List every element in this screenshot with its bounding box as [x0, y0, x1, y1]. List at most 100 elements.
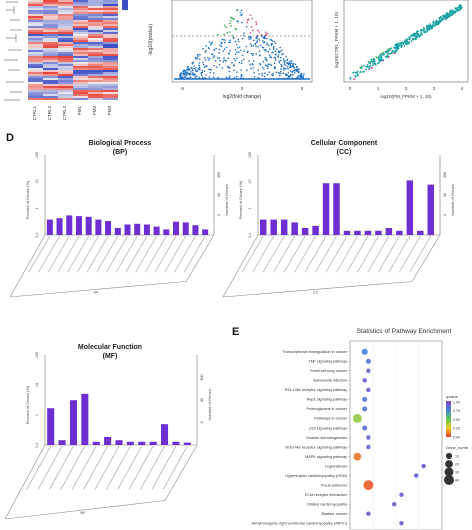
volcano-point [240, 49, 242, 52]
volcano-point [265, 50, 267, 52]
go-bar [126, 441, 134, 445]
volcano-point [236, 9, 238, 12]
volcano-point [252, 52, 255, 55]
go-bar [270, 219, 277, 235]
chart-subtitle: (BP) [113, 149, 127, 156]
expression-scatter-point [421, 29, 423, 32]
heatmap-cell [43, 18, 58, 20]
volcano-point [267, 50, 270, 53]
expression-scatter-ylabel: log10(CTRL_FPKM + 1, 10) [334, 12, 339, 68]
heatmap-cell [73, 12, 88, 14]
pathway-label: Arrhythmogenic right ventricular cardiom… [251, 522, 347, 526]
heatmap-cell [73, 6, 88, 8]
heatmap-cell [43, 76, 58, 78]
expression-scatter-point [423, 30, 426, 33]
heatmap-cell [103, 68, 118, 70]
volcano-point [289, 70, 292, 72]
expression-scatter-panel: log10(CTRL_FPKM + 1, 10) log10(PM_FPKM +… [334, 0, 469, 99]
heatmap-cell [103, 72, 118, 74]
volcano-point [240, 9, 243, 12]
heatmap-cell [58, 54, 73, 56]
heatmap-label: PM1 [77, 106, 82, 116]
y-tick-label: 100 [248, 152, 252, 158]
volcano-point [208, 57, 211, 60]
volcano-point [277, 56, 279, 58]
volcano-x-tick: -5 [180, 86, 184, 91]
heatmap-cell [73, 74, 88, 76]
volcano-point [267, 65, 269, 68]
volcano-point [211, 41, 213, 44]
volcano-point [210, 53, 213, 55]
expression-scatter-point [378, 55, 381, 57]
volcano-point [284, 64, 287, 66]
heatmap-cell [73, 78, 88, 80]
volcano-point [201, 77, 204, 79]
y2-tick-label: 300 [200, 374, 204, 380]
expression-scatter-x-tick: 3 [433, 86, 436, 91]
heatmap-cell [58, 98, 73, 100]
category-label-line [96, 235, 119, 273]
volcano-point [266, 33, 269, 35]
volcano-point [189, 73, 191, 75]
y-tick-label: 10 [248, 180, 252, 184]
expression-scatter-point [360, 65, 363, 68]
heatmap-cell [28, 0, 43, 2]
volcano-point [264, 31, 267, 34]
volcano-point [183, 69, 186, 72]
volcano-point [227, 57, 230, 60]
heatmap-cell [28, 72, 43, 74]
heatmap-cell [58, 66, 73, 68]
volcano-point [179, 74, 181, 77]
volcano-point [230, 16, 232, 19]
volcano-point [285, 74, 287, 76]
volcano-point [261, 46, 264, 49]
volcano-point [269, 39, 272, 41]
heatmap-cell [88, 78, 103, 80]
heatmap-cell [88, 76, 103, 78]
volcano-point [272, 73, 274, 75]
volcano-point [189, 69, 191, 71]
category-label-line [252, 235, 275, 273]
volcano-point [251, 17, 253, 20]
expression-scatter-point [423, 31, 426, 34]
heatmap-cell [43, 52, 58, 54]
volcano-point [222, 61, 224, 63]
heatmap-cell [103, 66, 118, 68]
volcano-point [256, 41, 258, 44]
volcano-point [286, 58, 289, 61]
volcano-point [275, 54, 277, 56]
volcano-point [291, 65, 294, 68]
volcano-point [249, 32, 251, 34]
heatmap-cell [28, 74, 43, 76]
go-bar [69, 400, 77, 445]
volcano-point [249, 63, 252, 66]
go-bar [364, 230, 372, 235]
heatmap-cell [88, 36, 103, 38]
volcano-point [282, 53, 285, 55]
heatmap-cell [58, 96, 73, 98]
heatmap-cell [58, 94, 73, 96]
volcano-point [298, 71, 300, 73]
volcano-point [194, 73, 196, 75]
volcano-point [228, 52, 230, 55]
volcano-point [271, 44, 273, 46]
heatmap-cell [88, 64, 103, 66]
heatmap-cell [43, 24, 58, 26]
expression-scatter-point [366, 65, 368, 68]
heatmap-cell [73, 86, 88, 88]
volcano-point [204, 59, 207, 61]
expression-scatter-point [397, 45, 399, 48]
expression-scatter-point [409, 36, 411, 39]
heatmap-cell [43, 98, 58, 100]
expression-scatter-point [388, 55, 390, 58]
volcano-point [241, 21, 243, 24]
expression-scatter-point [387, 49, 389, 51]
volcano-point [237, 40, 240, 43]
expression-scatter-point [432, 21, 435, 24]
y2-axis-label: Number of Genes [207, 389, 212, 421]
volcano-point [229, 75, 231, 77]
volcano-point [235, 43, 238, 46]
volcano-point [266, 60, 268, 62]
volcano-point [252, 60, 255, 62]
volcano-point [194, 76, 196, 78]
